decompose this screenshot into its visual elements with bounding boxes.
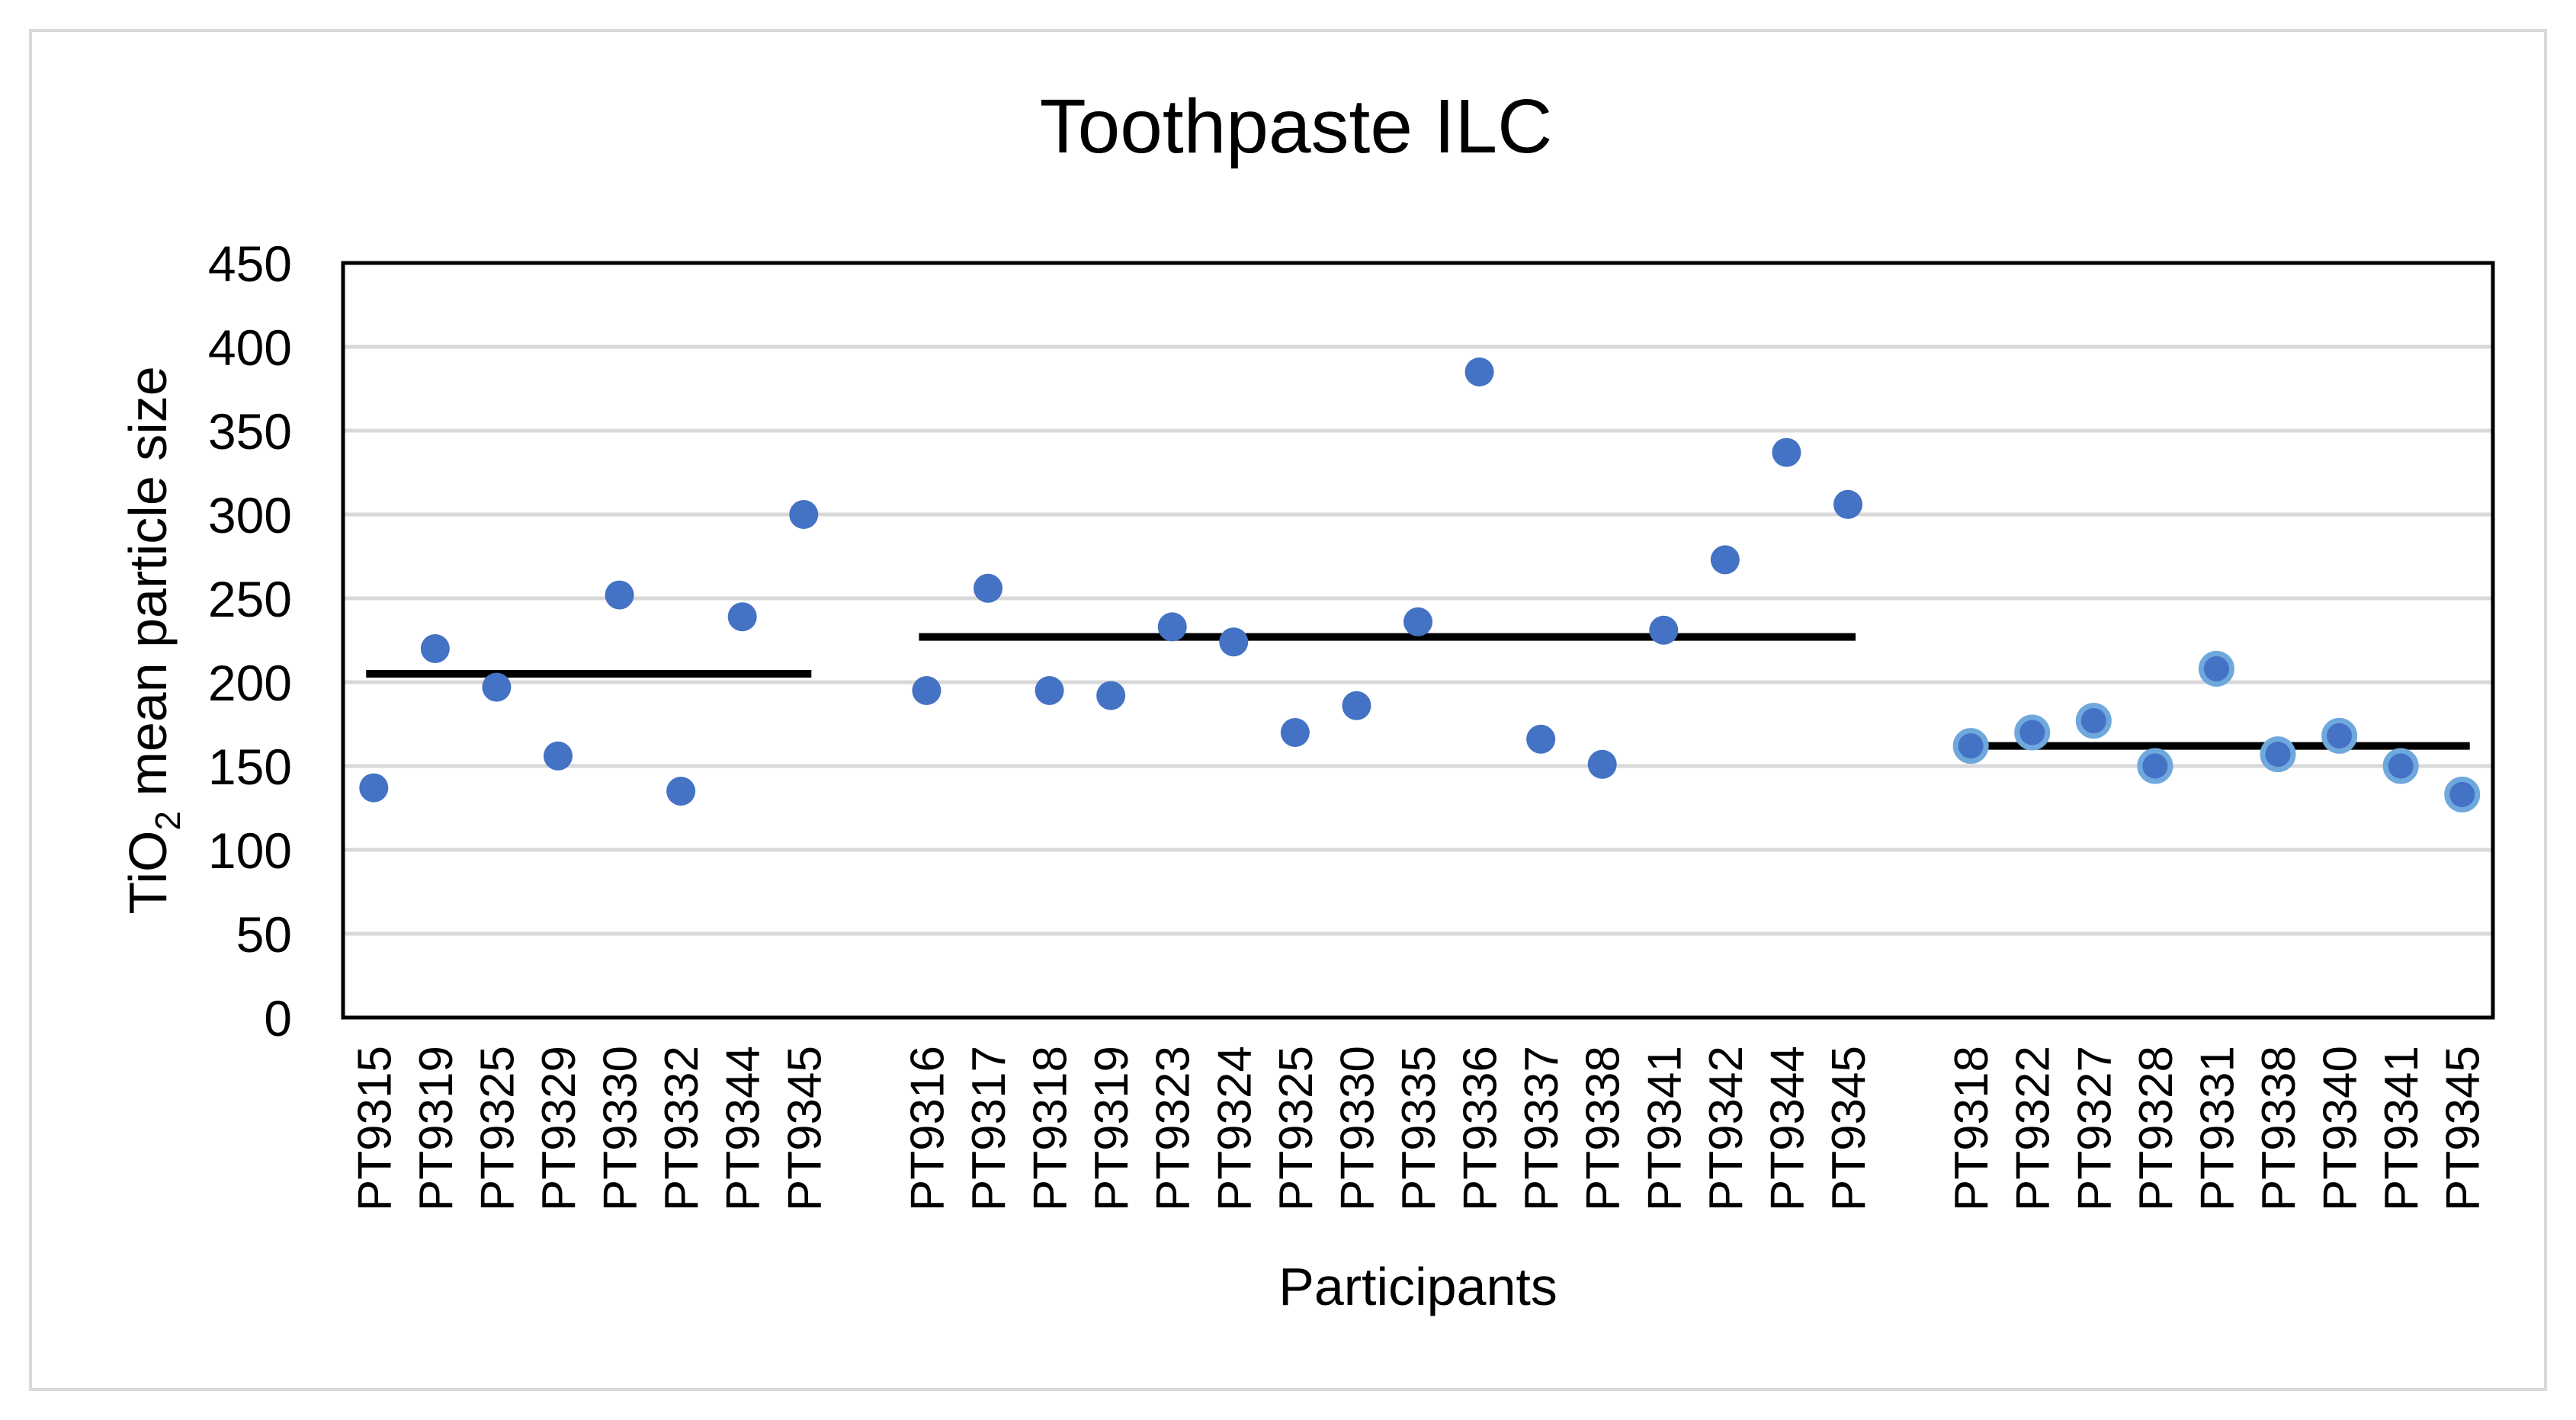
x-tick-label: PT9319 <box>410 1046 463 1211</box>
data-point <box>2321 717 2358 754</box>
x-tick-label: PT9317 <box>963 1046 1015 1211</box>
x-tick-label: PT9335 <box>1393 1046 1445 1211</box>
data-point <box>1710 545 1740 575</box>
data-point <box>2260 736 2296 773</box>
data-point <box>912 676 942 705</box>
data-point <box>789 500 819 529</box>
y-tick-label: 250 <box>208 571 292 627</box>
data-point <box>1526 724 1556 754</box>
x-tick-label: PT9337 <box>1516 1046 1568 1211</box>
chart-title: Toothpaste ILC <box>1040 84 1553 169</box>
data-point <box>2382 748 2419 784</box>
y-tick-label: 300 <box>208 487 292 543</box>
y-tick-label: 0 <box>264 990 292 1047</box>
data-points <box>359 357 2481 813</box>
data-point <box>1772 438 1801 467</box>
x-tick-label: PT9330 <box>1331 1046 1384 1211</box>
data-point <box>2014 714 2051 751</box>
y-tick-label: 400 <box>208 319 292 376</box>
y-tick-label: 150 <box>208 739 292 795</box>
x-tick-label: PT9318 <box>1946 1046 1998 1211</box>
data-point <box>1096 681 1126 710</box>
y-axis-label-rest: mean particle size <box>118 366 178 811</box>
x-tick-label: PT9330 <box>595 1046 647 1211</box>
data-point <box>1464 357 1494 386</box>
data-point <box>727 602 757 632</box>
y-tick-label: 100 <box>208 822 292 879</box>
y-axis-label-main: TiO <box>118 831 178 915</box>
gridlines <box>343 345 2493 936</box>
x-tick-label: PT9323 <box>1147 1046 1200 1211</box>
chart-frame <box>29 29 2547 1391</box>
data-point <box>1035 676 1064 705</box>
x-tick-label: PT9328 <box>2130 1046 2183 1211</box>
y-tick-label: 450 <box>208 236 292 292</box>
x-tick-label: PT9345 <box>1823 1046 1875 1211</box>
data-point <box>1587 749 1617 779</box>
x-tick-label: PT9341 <box>1638 1046 1691 1211</box>
x-tick-label: PT9342 <box>1700 1046 1753 1211</box>
data-point <box>1342 691 1371 720</box>
data-point <box>974 573 1002 603</box>
x-tick-label: PT9319 <box>1086 1046 1138 1211</box>
data-point <box>2444 776 2481 813</box>
x-tick-label: PT9341 <box>2376 1046 2428 1211</box>
data-point <box>666 777 696 806</box>
x-axis-label: Participants <box>1278 1257 1557 1316</box>
x-tick-label: PT9329 <box>533 1046 585 1211</box>
y-tick-labels: 0 50 100 150 200 250 300 350 400 450 <box>208 236 292 1047</box>
x-tick-label: PT9344 <box>1761 1046 1814 1211</box>
data-point <box>420 634 450 663</box>
data-point <box>605 580 634 610</box>
x-tick-label: PT9325 <box>471 1046 524 1211</box>
data-point <box>1649 615 1679 645</box>
x-tick-label: PT9324 <box>1208 1046 1261 1211</box>
x-tick-label: PT9332 <box>656 1046 708 1211</box>
x-tick-label: PT9345 <box>778 1046 831 1211</box>
data-point <box>1952 728 1989 764</box>
plot-area-border <box>341 261 2495 1020</box>
x-tick-labels: PT9315 PT9319 PT9325 PT9329 PT9330 PT9332 PT93… <box>348 1046 2489 1211</box>
x-tick-label: PT9338 <box>1577 1046 1630 1211</box>
x-tick-label: PT9331 <box>2191 1046 2244 1211</box>
data-point <box>1157 612 1187 642</box>
x-tick-label: PT9322 <box>2007 1046 2060 1211</box>
mean-lines <box>366 633 2470 750</box>
data-point <box>544 741 573 771</box>
x-tick-label: PT9315 <box>348 1046 401 1211</box>
x-tick-label: PT9345 <box>2437 1046 2490 1211</box>
data-point <box>1403 607 1432 636</box>
data-point <box>1219 627 1249 657</box>
y-axis-label-subscript: 2 <box>148 811 188 831</box>
data-point <box>2137 748 2173 784</box>
y-tick-label: 200 <box>208 655 292 711</box>
data-point <box>2198 650 2234 687</box>
y-tick-label: 350 <box>208 403 292 460</box>
x-tick-label: PT9336 <box>1455 1046 1507 1211</box>
x-tick-label: PT9316 <box>901 1046 954 1211</box>
y-tick-label: 50 <box>236 906 292 963</box>
data-point <box>2075 703 2112 739</box>
y-axis-label: TiO2 mean particle size <box>118 366 188 914</box>
data-point <box>359 773 389 803</box>
x-tick-label: PT9338 <box>2253 1046 2305 1211</box>
x-tick-label: PT9325 <box>1270 1046 1323 1211</box>
x-tick-label: PT9327 <box>2068 1046 2121 1211</box>
data-point <box>1833 489 1862 519</box>
x-tick-label: PT9318 <box>1025 1046 1077 1211</box>
x-tick-label: PT9340 <box>2315 1046 2367 1211</box>
data-point <box>482 672 512 702</box>
data-point <box>1280 718 1310 747</box>
x-tick-label: PT9344 <box>717 1046 770 1211</box>
